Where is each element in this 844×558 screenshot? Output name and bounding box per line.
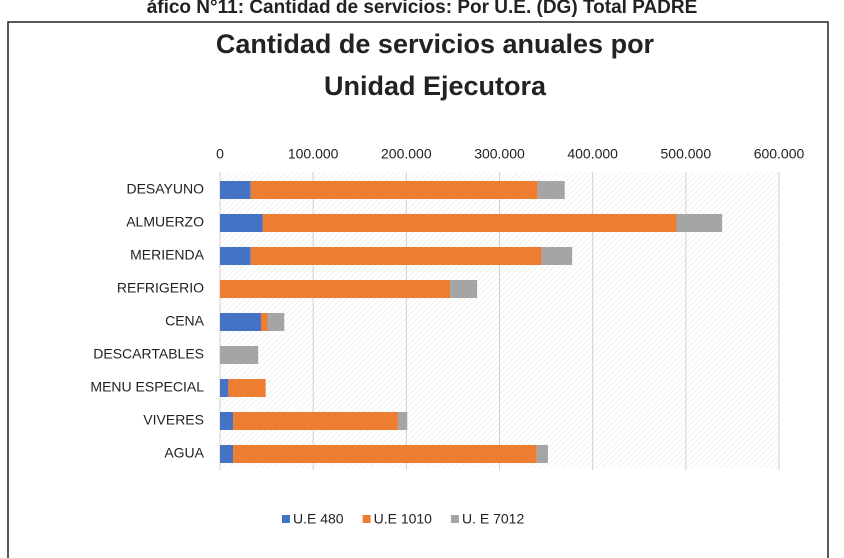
x-tick-label: 400.000	[567, 146, 618, 162]
x-tick-label: 300.000	[474, 146, 525, 162]
y-tick-label: MENU ESPECIAL	[90, 379, 204, 395]
y-tick-label: REFRIGERIO	[117, 280, 204, 296]
chart-title: Cantidad de servicios anuales por	[216, 29, 655, 59]
bar-segment	[397, 412, 408, 430]
bar-segment	[220, 313, 261, 331]
x-tick-label: 100.000	[288, 146, 339, 162]
bar-segment	[537, 181, 565, 199]
bar-segment	[450, 280, 478, 298]
bar-segment	[267, 313, 285, 331]
bar-segment	[260, 313, 268, 331]
bar-segment	[676, 214, 723, 232]
bar-segment	[220, 247, 251, 265]
legend-label: U.E 1010	[374, 511, 433, 527]
x-tick-label: 200.000	[381, 146, 432, 162]
bar-segment	[220, 280, 451, 298]
bar-segment	[220, 181, 251, 199]
bar-segment	[220, 346, 259, 364]
legend-label: U. E 7012	[462, 511, 524, 527]
bar-segment	[220, 445, 234, 463]
bar-segment	[262, 214, 677, 232]
bar-segment	[220, 412, 234, 430]
chart-title: Unidad Ejecutora	[324, 71, 547, 101]
frame	[7, 21, 829, 558]
legend-label: U.E 480	[293, 511, 344, 527]
x-tick-label: 500.000	[661, 146, 712, 162]
y-tick-label: DESAYUNO	[126, 181, 204, 197]
y-tick-label: ALMUERZO	[126, 214, 204, 230]
bar-segment	[250, 181, 538, 199]
heading: áfico N°11: Cantidad de servicios: Por U…	[147, 0, 698, 18]
bar-segment	[541, 247, 573, 265]
x-tick-label: 0	[216, 146, 224, 162]
y-tick-label: DESCARTABLES	[93, 346, 204, 362]
bar-segment	[220, 379, 229, 397]
y-tick-label: VIVERES	[143, 412, 204, 428]
bar-segment	[233, 445, 537, 463]
bar-segment	[228, 379, 266, 397]
bar-segment	[220, 214, 263, 232]
legend-swatch	[282, 515, 290, 523]
x-tick-label: 600.000	[754, 146, 805, 162]
bar-segment	[250, 247, 542, 265]
legend-swatch	[450, 515, 459, 523]
y-tick-label: AGUA	[164, 445, 204, 461]
y-tick-label: CENA	[165, 313, 205, 329]
bar-segment	[233, 412, 398, 430]
legend-swatch	[362, 515, 371, 523]
bar-segment	[536, 445, 548, 463]
y-tick-label: MERIENDA	[130, 247, 205, 263]
